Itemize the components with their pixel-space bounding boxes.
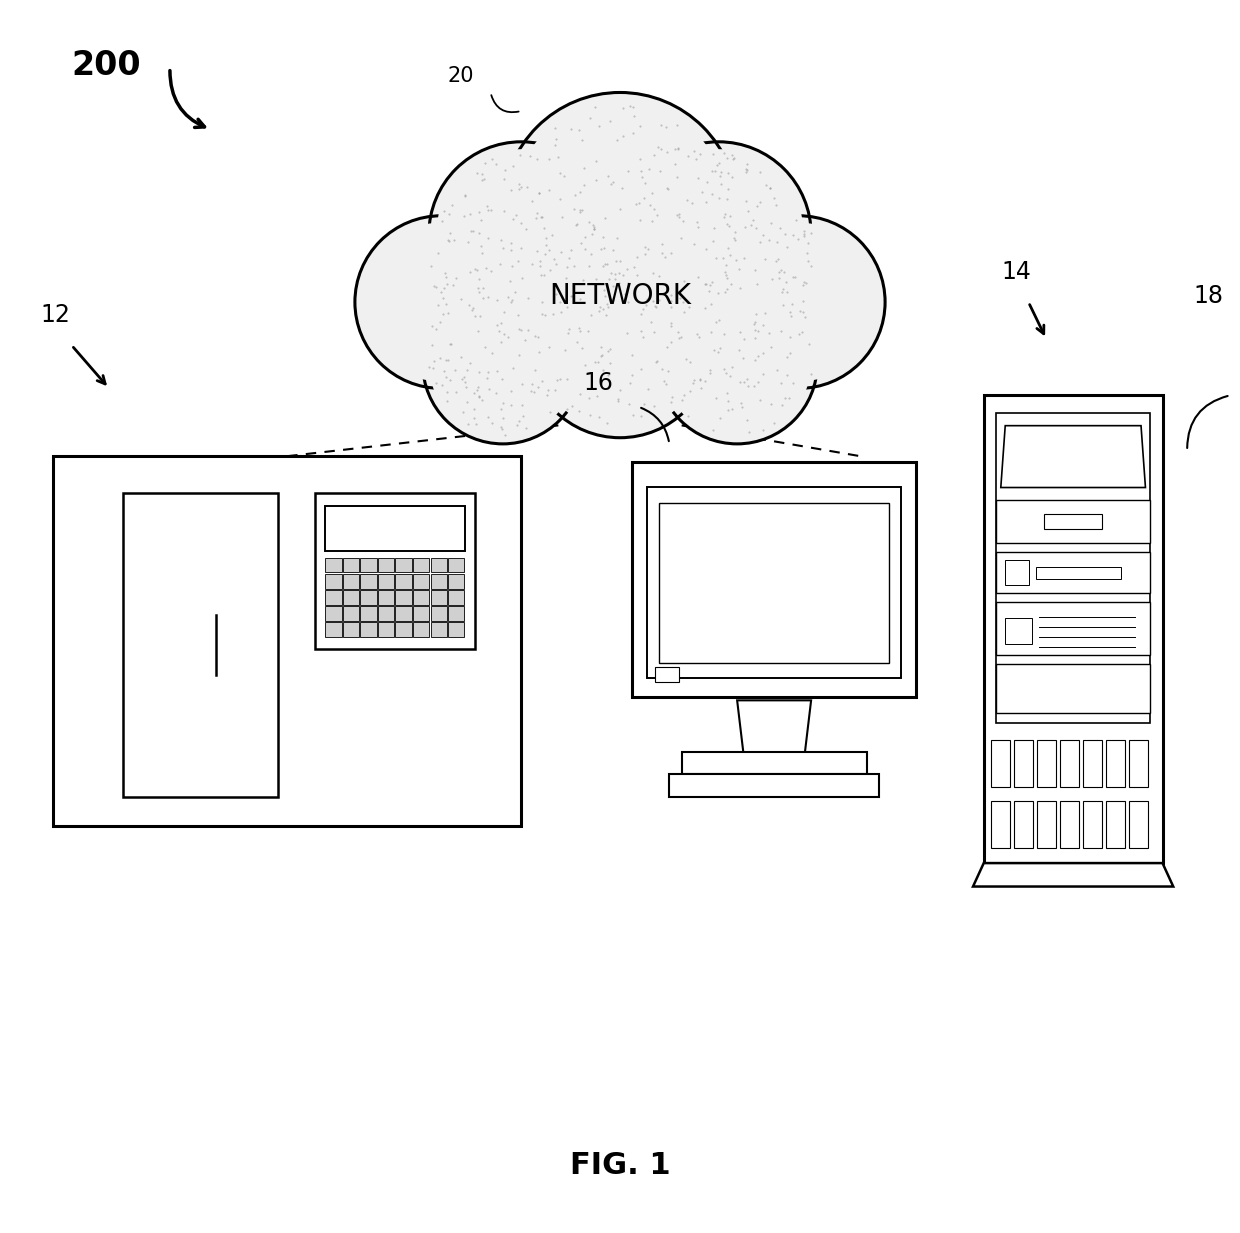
Bar [378,573,394,588]
Bar [413,605,429,621]
Text: NETWORK: NETWORK [549,282,691,309]
Bar [378,605,394,621]
Bar [430,623,446,637]
Bar [343,589,360,604]
Bar [430,605,446,621]
Bar [1083,741,1102,787]
Bar [430,589,446,604]
Bar [325,557,342,572]
Text: FIG. 1: FIG. 1 [569,1150,671,1180]
Bar [655,667,680,682]
Bar [325,506,465,551]
Bar [396,605,412,621]
Bar [325,573,342,588]
Bar [991,801,1011,847]
Bar [396,573,412,588]
Bar [448,623,464,637]
Bar [1060,741,1079,787]
Bar [378,589,394,604]
Bar [413,557,429,572]
Polygon shape [973,863,1173,887]
Bar [343,573,360,588]
Bar [682,752,867,774]
Bar [430,573,446,588]
Bar [1106,741,1125,787]
Bar [361,573,377,588]
Bar [448,573,464,588]
Text: 200: 200 [72,49,141,83]
Bar [325,605,342,621]
Bar [991,741,1011,787]
Polygon shape [737,700,811,752]
Bar [430,557,446,572]
Text: 16: 16 [583,371,613,395]
Bar [1060,801,1079,847]
Bar [361,557,377,572]
Bar [632,462,916,697]
Bar [1083,801,1102,847]
Text: 14: 14 [1002,260,1032,284]
Bar [1037,566,1121,578]
Bar [1014,741,1033,787]
Bar [325,623,342,637]
Bar [996,602,1149,655]
Bar [396,589,412,604]
Bar [1014,801,1033,847]
Bar [53,456,521,826]
Bar [1106,801,1125,847]
Bar [1037,801,1056,847]
Bar [996,413,1149,723]
Bar [1128,801,1148,847]
Bar [448,605,464,621]
Text: 20: 20 [448,67,474,86]
Bar [983,395,1163,863]
Bar [378,623,394,637]
Bar [996,499,1149,544]
Bar [343,623,360,637]
Bar [1128,741,1148,787]
Bar [996,552,1149,593]
Bar [413,573,429,588]
Bar [1006,618,1032,644]
Bar [325,589,342,604]
Bar [361,589,377,604]
Text: 18: 18 [1193,285,1224,308]
Bar [396,557,412,572]
Bar [670,774,879,797]
Bar [343,605,360,621]
Bar [343,557,360,572]
Bar [413,623,429,637]
Bar [448,557,464,572]
Bar [647,487,901,678]
Bar [1006,561,1028,584]
Bar [123,493,278,797]
Bar [361,623,377,637]
Bar [996,663,1149,713]
Bar [448,589,464,604]
Bar [396,623,412,637]
Bar [378,557,394,572]
Bar [315,493,475,649]
Text: 12: 12 [41,303,71,327]
Bar [1044,514,1102,529]
Bar [660,503,889,663]
Bar [1037,741,1056,787]
Bar [361,605,377,621]
Polygon shape [1001,425,1146,487]
Bar [413,589,429,604]
